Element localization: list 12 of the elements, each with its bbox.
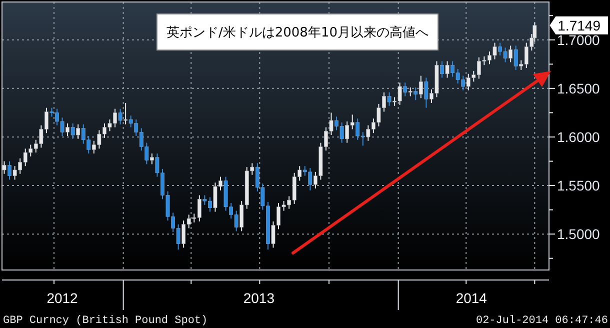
text: GBP Curncy (British Pound Spot) (3, 315, 208, 327)
y-tick-label: 1.6000 (557, 128, 600, 145)
x-tick-label: 2013 (243, 290, 275, 306)
text: 02-Jul-2014 06:47:46 (476, 315, 608, 327)
y-tick-label: 1.5000 (557, 226, 600, 242)
text: 英ポンド/米ドルは2008年10月以来の高値へ (166, 24, 429, 41)
y-tick-label: 1.5500 (557, 177, 600, 194)
x-tick-label: 2012 (46, 290, 78, 306)
x-tick-label: 2014 (456, 290, 488, 306)
annotation: 1.7149 (558, 17, 601, 34)
y-tick-label: 1.7000 (557, 32, 600, 48)
y-tick-label: 1.6500 (557, 80, 600, 96)
